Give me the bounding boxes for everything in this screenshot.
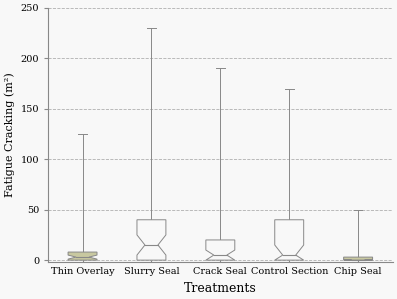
Polygon shape	[275, 220, 304, 260]
Polygon shape	[344, 257, 372, 260]
Polygon shape	[137, 220, 166, 260]
Polygon shape	[206, 240, 235, 260]
X-axis label: Treatments: Treatments	[184, 282, 257, 295]
Y-axis label: Fatigue Cracking (m²): Fatigue Cracking (m²)	[4, 73, 15, 197]
Polygon shape	[68, 252, 97, 260]
